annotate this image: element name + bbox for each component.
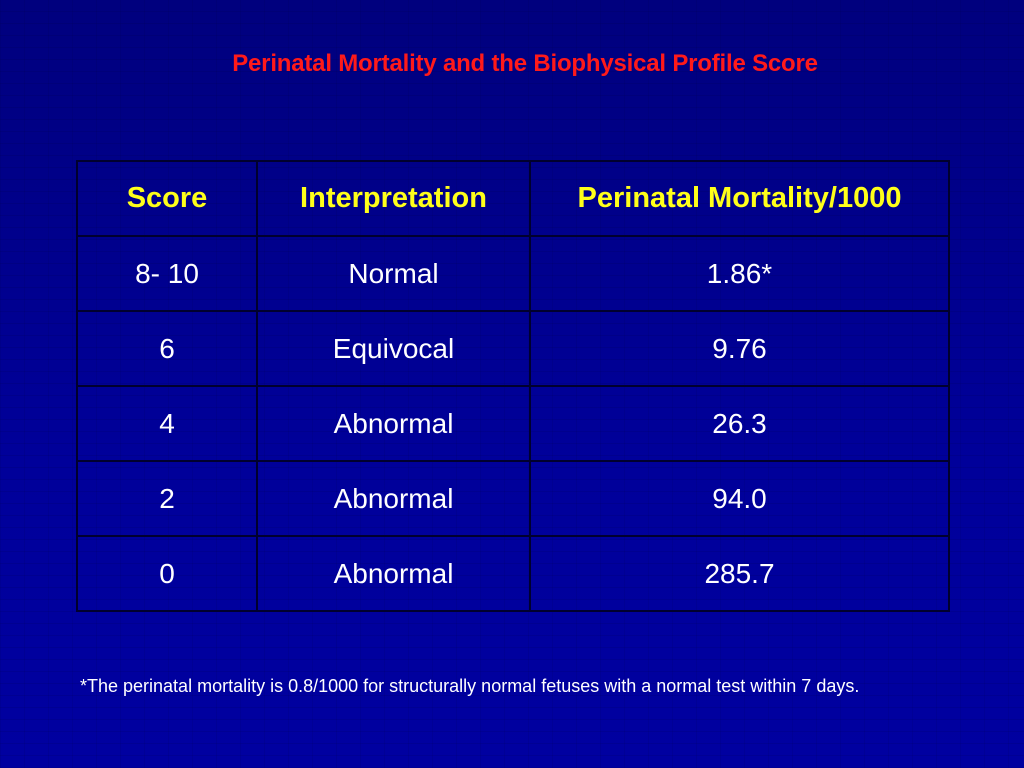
mortality-cell: 26.3 — [529, 385, 950, 462]
slide-title: Perinatal Mortality and the Biophysical … — [232, 50, 818, 77]
column-header-score: Score — [76, 160, 258, 237]
interpretation-cell: Abnormal — [256, 385, 531, 462]
score-cell: 6 — [76, 310, 258, 387]
table-header-row: Score Interpretation Perinatal Mortality… — [76, 160, 950, 237]
table-row: 0 Abnormal 285.7 — [76, 535, 950, 612]
column-header-interpretation: Interpretation — [256, 160, 531, 237]
score-cell: 0 — [76, 535, 258, 612]
table-row: 2 Abnormal 94.0 — [76, 460, 950, 537]
interpretation-cell: Equivocal — [256, 310, 531, 387]
footnote: *The perinatal mortality is 0.8/1000 for… — [80, 676, 860, 696]
score-cell: 4 — [76, 385, 258, 462]
table-row: 6 Equivocal 9.76 — [76, 310, 950, 387]
score-cell: 2 — [76, 460, 258, 537]
mortality-cell: 285.7 — [529, 535, 950, 612]
table-row: 8- 10 Normal 1.86* — [76, 235, 950, 312]
interpretation-cell: Normal — [256, 235, 531, 312]
table-row: 4 Abnormal 26.3 — [76, 385, 950, 462]
mortality-cell: 1.86* — [529, 235, 950, 312]
mortality-table: Score Interpretation Perinatal Mortality… — [76, 160, 950, 612]
score-cell: 8- 10 — [76, 235, 258, 312]
mortality-cell: 94.0 — [529, 460, 950, 537]
column-header-mortality: Perinatal Mortality/1000 — [529, 160, 950, 237]
mortality-cell: 9.76 — [529, 310, 950, 387]
interpretation-cell: Abnormal — [256, 460, 531, 537]
interpretation-cell: Abnormal — [256, 535, 531, 612]
